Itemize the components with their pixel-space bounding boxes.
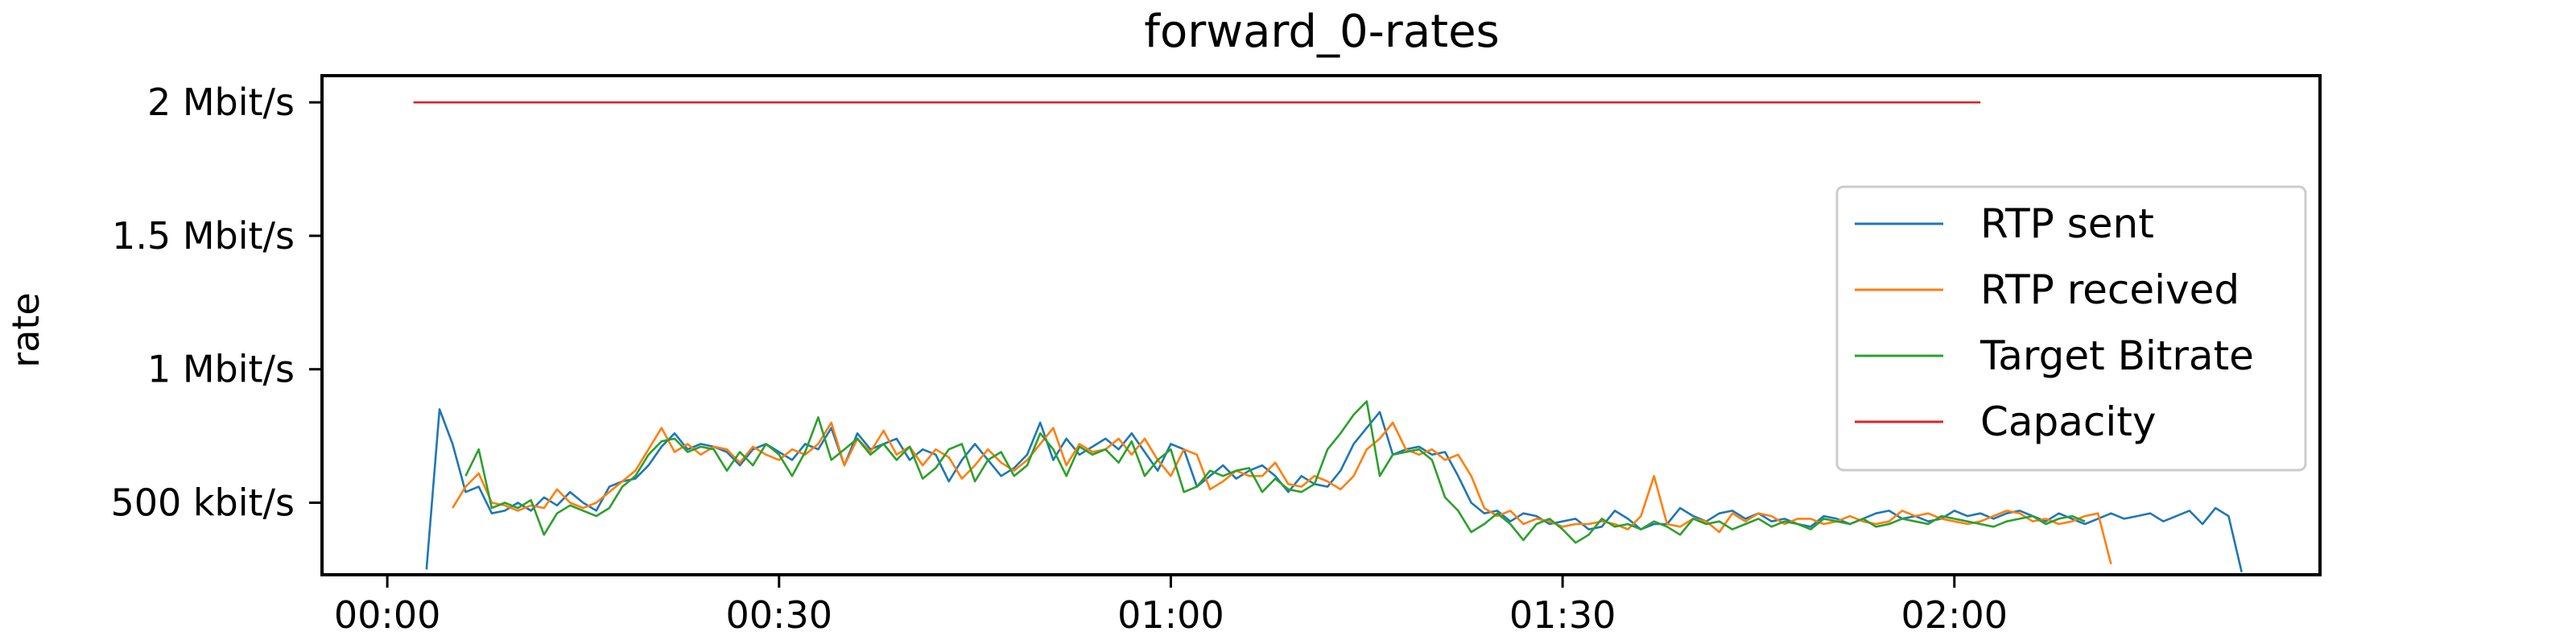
axes-layer: 00:00 00:30 01:00 01:30 02:00 500 kbit/s 1 Mbi… xyxy=(110,80,2008,637)
series-line-2 xyxy=(464,400,2086,544)
legend-label: Capacity xyxy=(1980,398,2157,445)
legend-label: RTP sent xyxy=(1980,200,2154,247)
x-tick-label: 02:00 xyxy=(1901,593,2008,637)
series-layer xyxy=(413,101,2243,572)
x-tick-label: 01:30 xyxy=(1509,593,1616,637)
series-line-0 xyxy=(425,408,2243,572)
legend: RTP sent RTP received Target Bitrate Capaci… xyxy=(1835,185,2307,472)
y-tick-label: 1 Mbit/s xyxy=(147,348,295,391)
chart-title: forward_0-rates xyxy=(1144,6,1499,58)
legend-box xyxy=(1835,185,2307,472)
y-tick-label: 1.5 Mbit/s xyxy=(112,214,295,258)
plot-frame xyxy=(320,74,2322,576)
legend-label: Target Bitrate xyxy=(1979,332,2254,379)
y-axis-label: rate xyxy=(4,292,47,367)
y-tick-label: 2 Mbit/s xyxy=(147,80,295,124)
x-tick-label: 00:00 xyxy=(334,593,441,637)
y-tick-label: 500 kbit/s xyxy=(110,481,295,524)
x-tick-label: 00:30 xyxy=(725,593,832,637)
x-tick-label: 01:00 xyxy=(1117,593,1224,637)
legend-label: RTP received xyxy=(1980,266,2240,313)
